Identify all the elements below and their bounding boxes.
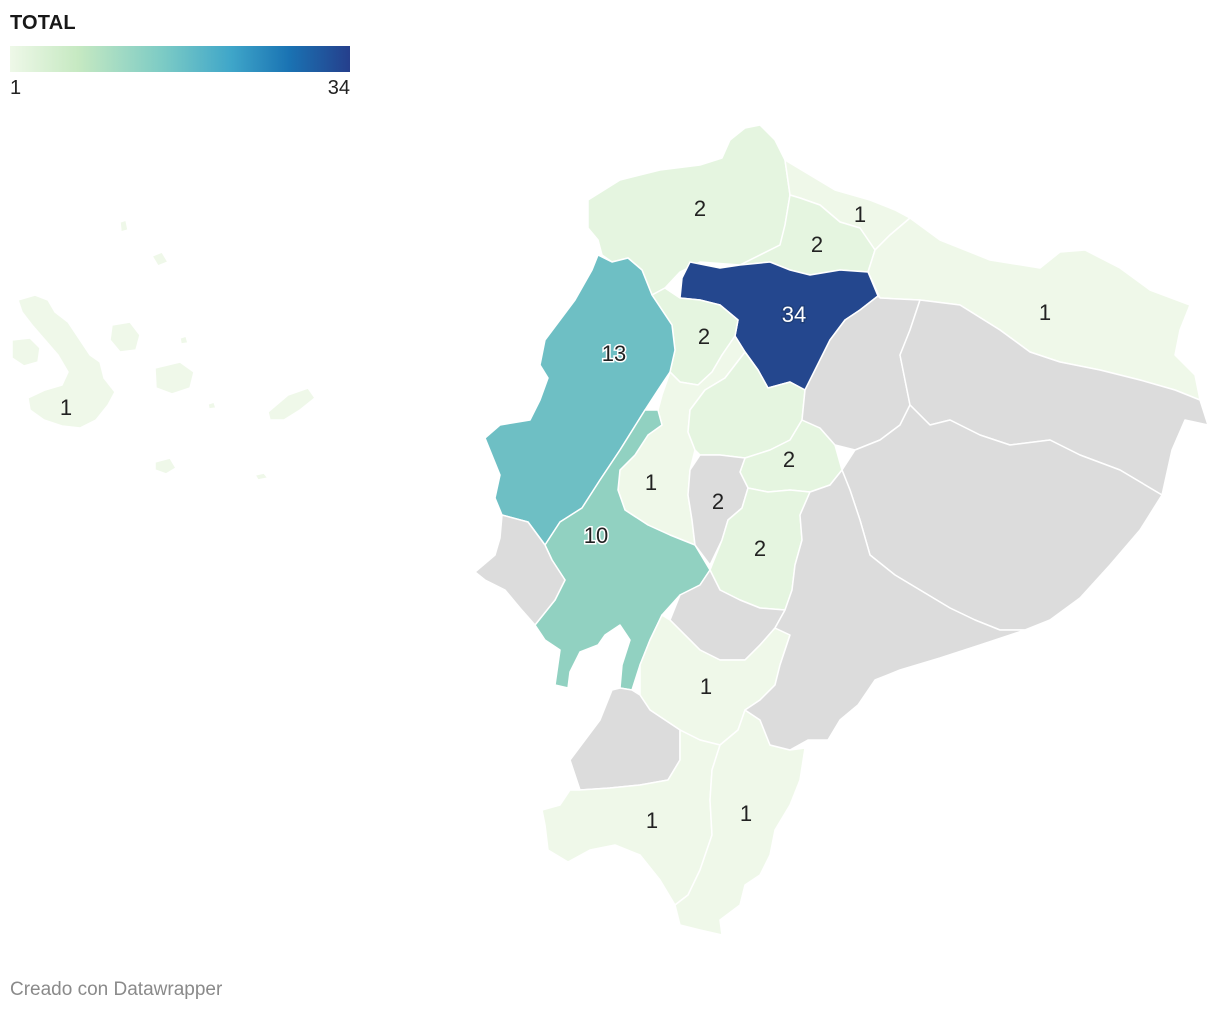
region-label-zamora-chinchipe: 1: [740, 801, 752, 826]
region-label-los-rios: 1: [645, 470, 657, 495]
region-label-manabi: 13: [602, 341, 626, 366]
region-label-tungurahua: 2: [712, 489, 724, 514]
region-morona-santiago[interactable]: [744, 469, 1026, 751]
region-label-cotopaxi: 2: [783, 447, 795, 472]
region-label-chimborazo: 2: [754, 536, 766, 561]
region-galapagos[interactable]: [11, 219, 316, 481]
region-santa-elena[interactable]: [474, 514, 566, 626]
legend-min-label: 1: [10, 77, 22, 99]
region-label-imbabura: 2: [811, 232, 823, 257]
region-label-guayas: 10: [584, 523, 608, 548]
region-label-azuay: 1: [700, 674, 712, 699]
region-label-pichincha: 34: [782, 302, 806, 327]
region-label-santo-domingo: 2: [698, 324, 710, 349]
region-label-galapagos: 1: [60, 395, 72, 420]
region-label-sucumbios: 1: [1039, 300, 1051, 325]
region-label-carchi: 1: [854, 202, 866, 227]
legend-color-scale: [10, 46, 350, 72]
region-label-esmeraldas: 2: [694, 196, 706, 221]
map-labels: 1 2 1 2 1 34 2 13 1 2 2 10 2 1 1 1: [60, 196, 1051, 833]
legend-max-label: 34: [327, 77, 350, 99]
credit-text: Creado con Datawrapper: [10, 979, 223, 1000]
region-label-loja: 1: [646, 808, 658, 833]
legend-title: TOTAL: [10, 12, 76, 34]
